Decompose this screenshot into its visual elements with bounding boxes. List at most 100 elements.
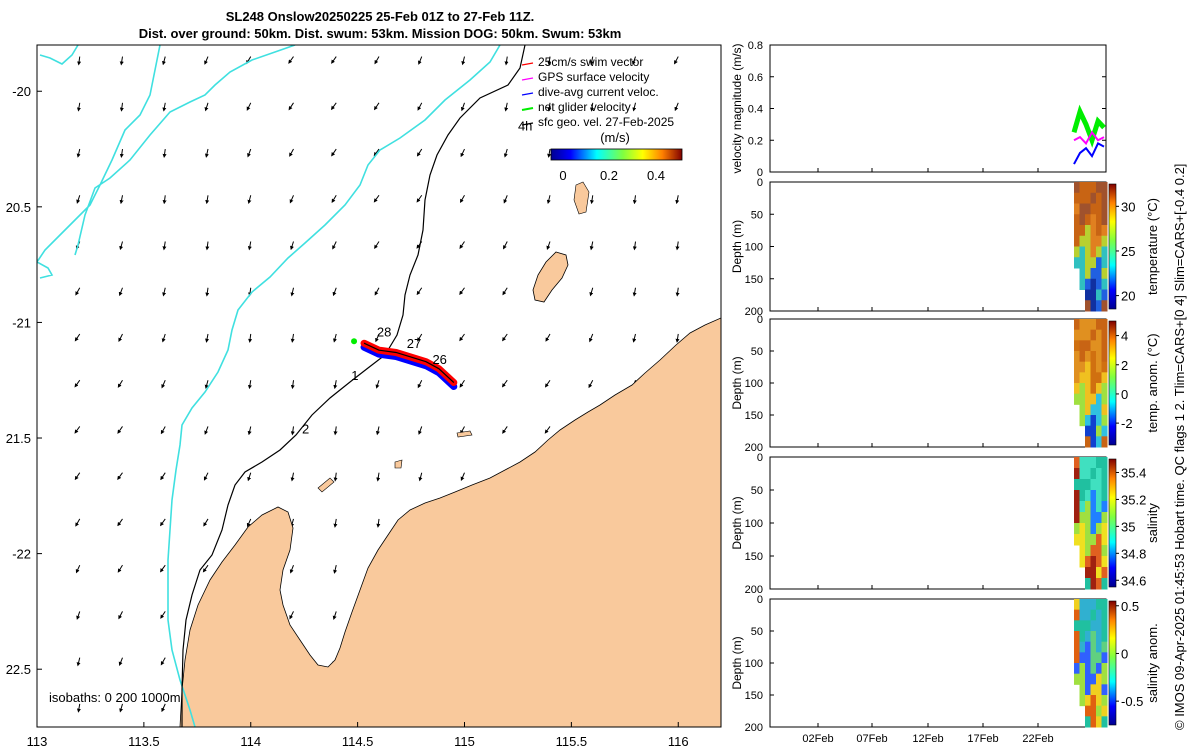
y-axis-label: Depth (m) xyxy=(730,220,744,273)
section-cell xyxy=(1090,329,1097,341)
section-cell xyxy=(1079,329,1086,341)
vector-arrow xyxy=(461,56,466,66)
section-cell xyxy=(1101,425,1108,437)
section-cell xyxy=(1101,673,1108,685)
section-cell xyxy=(1096,631,1102,643)
section-cell xyxy=(1096,479,1102,491)
vector-arrow xyxy=(460,426,465,435)
section-cell xyxy=(1085,684,1091,696)
section-cell xyxy=(1074,203,1080,215)
section-cell xyxy=(1096,268,1102,280)
vector-arrow xyxy=(588,379,594,389)
vector-arrow xyxy=(246,102,252,111)
section-cell xyxy=(1096,545,1102,557)
y-tick-label: 200 xyxy=(745,442,763,454)
colorbar-tick-label: 4 xyxy=(1121,329,1128,344)
panel-frame xyxy=(769,598,1107,728)
vector-arrow xyxy=(373,148,380,157)
section-cell xyxy=(1101,257,1108,269)
y-axis-label: Depth (m) xyxy=(730,356,744,409)
vector-arrow xyxy=(375,333,380,343)
section-cell xyxy=(1090,340,1097,352)
vector-arrow xyxy=(119,102,124,112)
section-cell xyxy=(1096,425,1102,437)
vector-arrow xyxy=(502,287,508,296)
vector-arrow xyxy=(205,333,210,343)
section-cell xyxy=(1101,361,1108,373)
vector-arrow xyxy=(77,56,82,66)
section-cell xyxy=(1101,182,1108,194)
section-cell xyxy=(1074,534,1080,546)
section-cell xyxy=(1085,436,1091,448)
section-cell xyxy=(1096,695,1102,707)
vector-arrow xyxy=(375,380,380,389)
vector-arrow xyxy=(117,472,123,480)
vector-arrow xyxy=(117,564,123,573)
vector-arrow xyxy=(290,426,295,436)
section-cell xyxy=(1096,393,1102,405)
section-cell xyxy=(1085,556,1091,568)
vector-arrow xyxy=(76,148,81,158)
section-cell xyxy=(1074,329,1080,341)
panel-section-3: 0 50 100 150 200 Depth (m) 35.4 35.2 35 34.8 34.6 s… xyxy=(730,452,1160,596)
section-cell xyxy=(1085,351,1091,363)
vector-arrow xyxy=(76,657,81,667)
vector-arrow xyxy=(632,287,637,297)
colorbar-gradient xyxy=(1108,458,1117,588)
vector-arrow xyxy=(117,426,123,434)
section-cell xyxy=(1079,268,1086,280)
section-cell xyxy=(1090,192,1097,204)
colorbar-tick-label: 34.8 xyxy=(1121,546,1146,561)
colorbar-tick: 0.2 xyxy=(600,168,618,183)
vector-arrow xyxy=(504,56,509,66)
section-cell xyxy=(1096,468,1102,480)
section-cell xyxy=(1090,268,1097,280)
y-axis-label: Depth (m) xyxy=(730,496,744,549)
section-cell xyxy=(1085,329,1091,341)
section-cell xyxy=(1096,599,1102,611)
panel-frame xyxy=(769,456,1107,590)
time-label: 1 xyxy=(351,368,358,383)
section-cell xyxy=(1074,663,1080,675)
y-tick-label: 50 xyxy=(751,626,763,638)
section-cell xyxy=(1101,545,1108,557)
section-cell xyxy=(1074,393,1080,405)
vector-arrow xyxy=(418,472,423,482)
vector-arrow xyxy=(76,611,81,620)
section-cell xyxy=(1101,383,1108,395)
section-cell xyxy=(1090,182,1097,194)
vector-arrow xyxy=(162,102,167,112)
section-cell xyxy=(1090,652,1097,664)
section-cell xyxy=(1085,393,1091,405)
y-tick-label: 0 xyxy=(757,594,763,606)
section-cell xyxy=(1096,361,1102,373)
vector-arrow xyxy=(374,287,380,296)
section-cell xyxy=(1079,225,1086,237)
section-cell xyxy=(1085,268,1091,280)
section-cell xyxy=(1074,620,1080,632)
vector-arrow xyxy=(204,56,209,65)
speed-colorbar: (m/s) 0 0.2 0.4 xyxy=(550,130,683,183)
y-tick-label: 0.8 xyxy=(748,40,763,52)
section-cell xyxy=(1096,436,1102,448)
vector-arrow xyxy=(675,241,680,251)
section-cell xyxy=(1074,182,1080,194)
x-tick-label: 22Feb xyxy=(1022,733,1053,745)
vector-arrow xyxy=(459,195,465,204)
section-cell xyxy=(1096,641,1102,653)
section-cell xyxy=(1090,534,1097,546)
section-cell xyxy=(1090,278,1097,290)
vector-arrow xyxy=(247,195,252,204)
small-island xyxy=(317,477,335,493)
vector-arrow xyxy=(162,287,167,297)
vector-arrow xyxy=(374,241,380,250)
section-cell xyxy=(1079,182,1086,194)
section-cell xyxy=(1101,319,1108,331)
vector-arrow xyxy=(416,287,423,296)
section-cell xyxy=(1079,599,1086,611)
vector-arrow xyxy=(547,102,552,112)
section-cell xyxy=(1085,225,1091,237)
section-cell xyxy=(1074,383,1080,395)
x-tick-label: 17Feb xyxy=(967,733,998,745)
vector-arrow xyxy=(674,102,679,112)
